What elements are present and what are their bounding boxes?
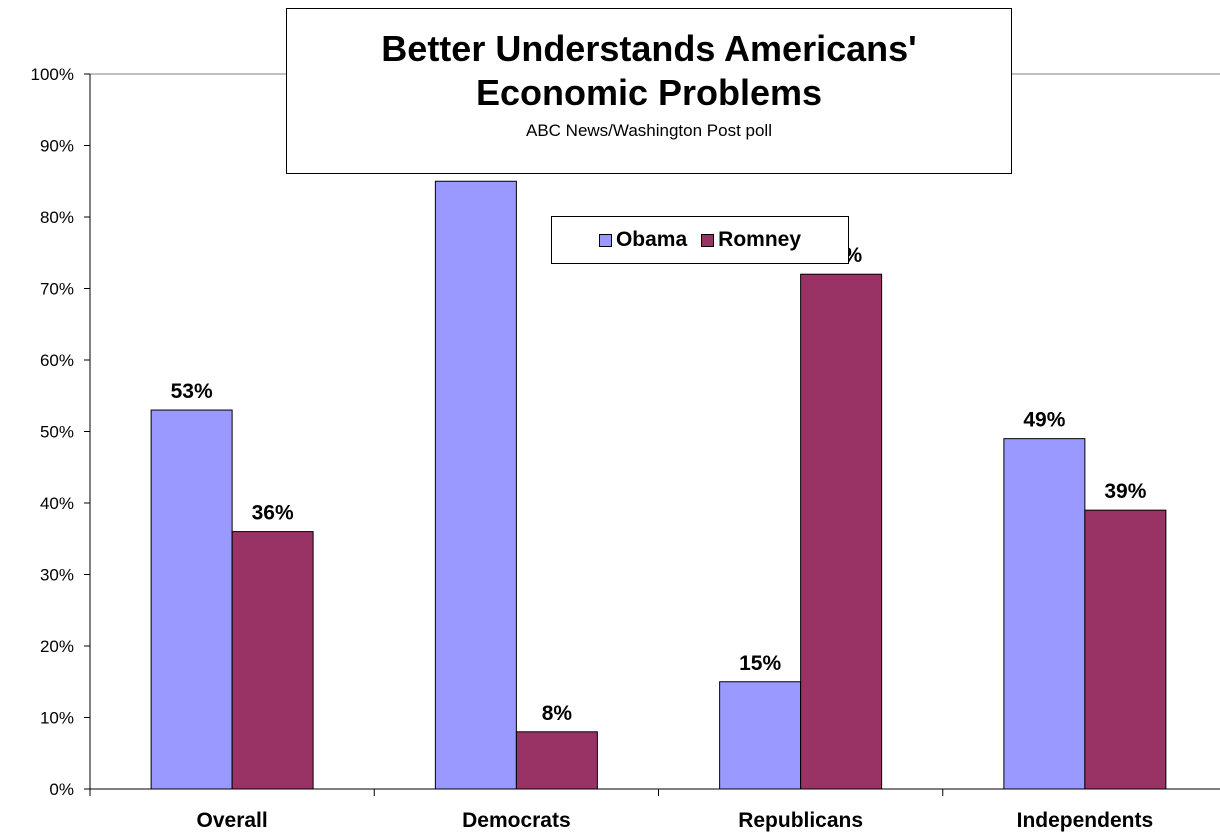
data-label: 53% — [171, 380, 213, 403]
y-tick-label: 40% — [40, 494, 74, 513]
bar-romney-independents — [1084, 509, 1167, 790]
y-tick-label: 60% — [40, 351, 74, 370]
chart-title-box: Better Understands Americans' Economic P… — [286, 8, 1012, 174]
x-category-label: Democrats — [462, 809, 571, 832]
legend-item-obama: Obama — [598, 228, 688, 252]
x-category-label: Overall — [197, 809, 268, 832]
data-label: 36% — [252, 502, 294, 525]
legend-label-romney: Romney — [718, 228, 802, 251]
bars — [150, 180, 1167, 790]
y-tick-label: 30% — [40, 566, 74, 585]
chart-subtitle: ABC News/Washington Post poll — [526, 121, 772, 140]
x-category-label: Independents — [1017, 809, 1154, 832]
bar-obama-democrats — [434, 180, 517, 790]
bar-obama-overall — [150, 409, 233, 790]
legend-item-romney: Romney — [701, 228, 801, 252]
y-tick-label: 50% — [40, 423, 74, 442]
chart-title: Better Understands Americans' Economic P… — [381, 28, 917, 113]
data-label: 8% — [542, 702, 573, 725]
bar-romney-republicans — [800, 273, 883, 790]
labels: 0% 10% 20% 30% 40% 50% 60% 70% 80% 90% 100% Overall… — [31, 65, 1154, 832]
legend-label-obama: Obama — [615, 228, 688, 251]
legend: Obama Romney — [551, 216, 849, 264]
legend-swatch-obama — [598, 233, 612, 247]
y-tick-label: 70% — [40, 280, 74, 299]
data-label: 39% — [1104, 480, 1146, 503]
legend-swatch-romney — [701, 233, 715, 247]
bar-romney-democrats — [515, 731, 598, 790]
y-tick-label: 80% — [40, 208, 74, 227]
y-tick-label: 20% — [40, 637, 74, 656]
bar-obama-republicans — [719, 681, 802, 790]
data-label: 15% — [739, 652, 781, 675]
y-tick-label: 10% — [40, 709, 74, 728]
y-tick-label: 0% — [49, 780, 74, 799]
bar-romney-overall — [231, 531, 314, 790]
data-label: 49% — [1023, 409, 1065, 432]
x-category-label: Republicans — [738, 809, 863, 832]
bar-obama-independents — [1003, 438, 1086, 790]
y-tick-label: 100% — [31, 65, 74, 84]
y-tick-label: 90% — [40, 137, 74, 156]
